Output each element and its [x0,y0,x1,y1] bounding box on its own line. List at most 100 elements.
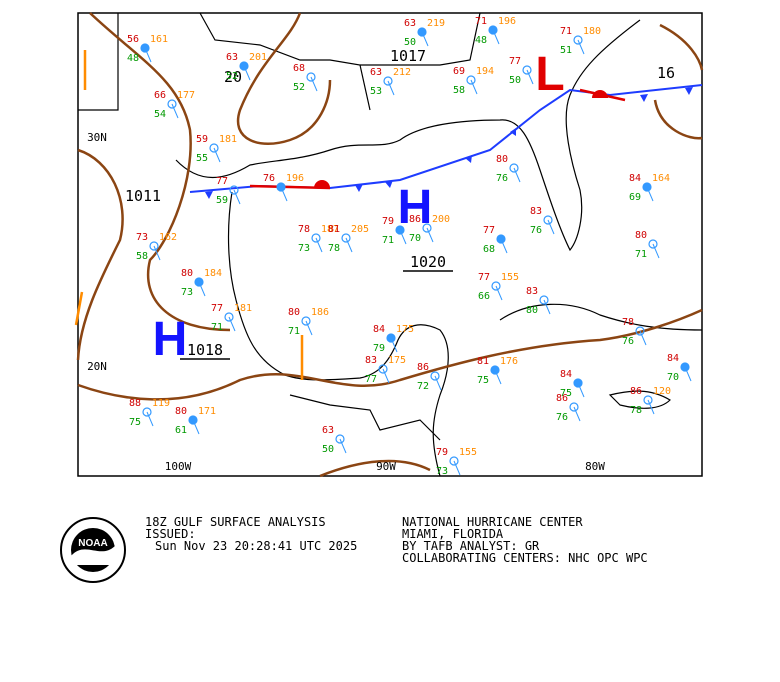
pressure-center: L [535,48,564,101]
station-circle [509,163,519,173]
temperature: 80 [175,406,187,417]
station-plot: 80 61 171 [175,406,216,436]
wind-barb [171,103,179,119]
dewpoint: 52 [226,71,238,82]
station-plot: 77 66 155 [478,272,519,302]
dewpoint: 58 [453,85,465,96]
wind-barb [547,219,555,235]
pressure: 205 [351,224,369,235]
footer-right-line: BY TAFB ANALYST: GR [402,539,540,553]
station-circle [142,407,152,417]
station-circle [496,234,506,244]
pressure: 171 [198,406,216,417]
station-circle [539,295,549,305]
temperature: 78 [298,224,310,235]
pressure: 161 [150,34,168,45]
temperature: 73 [136,232,148,243]
pressure: 155 [459,447,477,458]
isobars [76,12,704,478]
temperature: 66 [154,90,166,101]
station-plot: 81 78 205 [328,224,369,254]
isobar-label: 20 [224,68,242,86]
wind-barb [426,227,434,243]
station-plot: 68 52 [293,63,318,93]
temperature: 86 [556,393,568,404]
temperature: 63 [370,67,382,78]
cold-front-symbols [205,87,693,199]
pressure: 196 [286,173,304,184]
station-circle [306,72,316,82]
station-circle [680,362,690,372]
dewpoint: 54 [154,109,166,120]
station-circle [209,143,219,153]
wind-barb [345,237,353,253]
station-circle [648,239,658,249]
station-plot: 84 75 [560,369,585,399]
station-plot: 80 71 [635,230,660,260]
temperature: 77 [509,56,521,67]
footer-right-line: MIAMI, FLORIDA [402,527,504,541]
station-plot: 86 76 [556,393,581,423]
dewpoint: 48 [127,53,139,64]
station-plot: 78 76 [622,317,647,347]
temperature: 86 [409,214,421,225]
station-plot: 86 70 200 [409,214,450,244]
station-circle [341,233,351,243]
lat-lon-label: 80W [585,460,605,473]
station-plot: 77 68 [483,225,508,255]
station-plot: 77 59 [216,176,241,206]
dewpoint: 50 [322,444,334,455]
dewpoint: 70 [409,233,421,244]
station-plot: 73 58 162 [136,232,177,262]
dewpoint: 75 [129,417,141,428]
temperature: 79 [436,447,448,458]
lat-lon-label: 90W [376,460,396,473]
footer: NOAA 18Z GULF SURFACE ANALYSISISSUED:Sun… [60,515,648,583]
wind-barb [573,406,581,422]
temperature: 76 [263,173,275,184]
temperature: 83 [526,286,538,297]
station-plot: 80 71 186 [288,307,329,337]
temperature: 77 [216,176,228,187]
pressure: 187 [321,224,339,235]
wind-barb [543,299,551,315]
station-plot: 80 76 [496,154,521,184]
station-circle [522,65,532,75]
pressure: 177 [177,90,195,101]
dewpoint: 77 [365,374,377,385]
station-circle [635,326,645,336]
station-plot: 77 71 181 [211,303,252,333]
pressure: 175 [388,355,406,366]
wind-barb [526,69,534,85]
temperature: 80 [635,230,647,241]
dewpoint: 70 [667,372,679,383]
dewpoint: 66 [478,291,490,302]
temperature: 59 [196,134,208,145]
wind-barb [453,460,461,476]
dewpoint: 78 [630,405,642,416]
temperature: 84 [373,324,385,335]
station-circle [488,25,498,35]
station-plot: 77 50 [509,56,534,86]
dewpoint: 76 [622,336,634,347]
dewpoint: 71 [211,322,223,333]
station-circle [149,241,159,251]
pressure: 196 [498,16,516,27]
station-circle [239,61,249,71]
temperature: 71 [475,16,487,27]
dewpoint: 52 [293,82,305,93]
station-plot: 56 48 161 [127,34,168,64]
temperature: 71 [560,26,572,37]
station-circle [422,223,432,233]
wind-barb [387,80,395,96]
pressure: 200 [432,214,450,225]
wind-barb [310,76,318,92]
central-pressure: 1018 [187,341,223,359]
dewpoint: 73 [298,243,310,254]
coastlines [78,12,703,477]
station-plot: 63 53 212 [370,67,411,97]
station-plot: 63 52 201 [226,52,267,82]
station-circle [194,277,204,287]
dewpoint: 59 [216,195,228,206]
pressure: 186 [311,307,329,318]
